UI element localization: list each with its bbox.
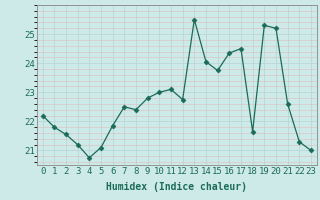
X-axis label: Humidex (Indice chaleur): Humidex (Indice chaleur) bbox=[106, 182, 247, 192]
